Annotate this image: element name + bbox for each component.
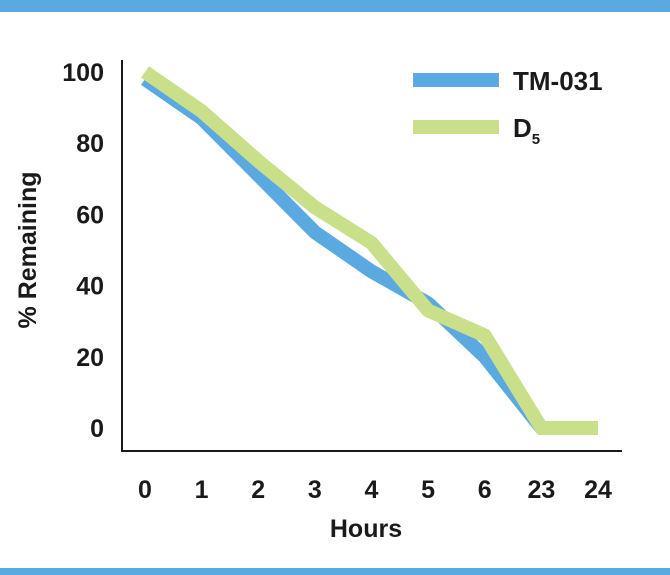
y-tick-labels: 100 80 60 40 20 0 [62, 59, 104, 443]
legend-label-d5: D5 [513, 113, 540, 148]
x-tick-label: 1 [195, 476, 209, 504]
y-tick-label: 100 [62, 59, 104, 87]
x-tick-label: 0 [138, 476, 152, 504]
x-tick-label: 5 [421, 476, 435, 504]
legend-label-d5-subscript: 5 [532, 131, 540, 148]
legend-swatch-tm-031 [413, 73, 499, 87]
x-axis-title: Hours [330, 515, 402, 543]
bottom-band [0, 568, 670, 575]
x-tick-label: 24 [584, 476, 612, 504]
x-tick-labels: 0 1 2 3 4 5 6 23 24 [138, 476, 612, 504]
x-tick-label: 23 [527, 476, 555, 504]
x-tick-label: 2 [251, 476, 265, 504]
y-axis-title: % Remaining [14, 172, 42, 329]
y-tick-label: 20 [76, 344, 104, 372]
x-tick-label: 6 [478, 476, 492, 504]
y-tick-label: 80 [76, 130, 104, 158]
y-tick-label: 40 [76, 273, 104, 301]
x-tick-label: 3 [308, 476, 322, 504]
y-tick-label: 0 [90, 415, 104, 443]
legend-label-tm-031: TM-031 [513, 66, 603, 96]
legend-label-d5-main: D [513, 113, 532, 143]
series-layer [141, 66, 598, 435]
series-line-d5 [141, 66, 598, 435]
legend: TM-031 D5 [413, 66, 603, 148]
legend-swatch-d5 [413, 120, 499, 134]
y-tick-label: 60 [76, 201, 104, 229]
top-band [0, 0, 670, 12]
x-tick-label: 4 [365, 476, 379, 504]
